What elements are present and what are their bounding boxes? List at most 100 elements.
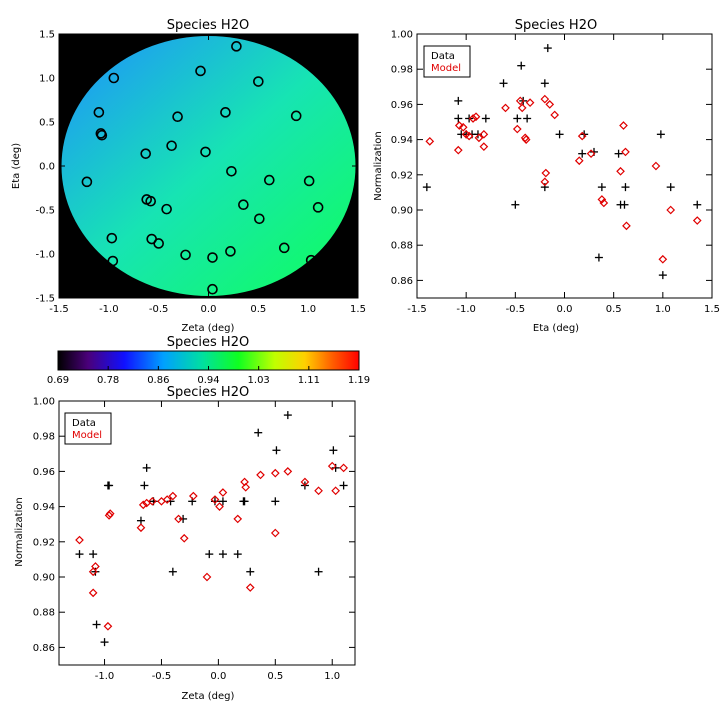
source-marker	[290, 110, 302, 122]
zeta-legend-model: Model	[72, 430, 102, 441]
heatmap-y-tick-label: -1.0	[35, 250, 55, 261]
model-point	[136, 523, 146, 533]
colorbar-tick-label: 0.86	[147, 375, 169, 386]
source-marker	[278, 242, 290, 254]
eta-scatter-y-tick-label: 0.90	[391, 206, 413, 217]
source-marker	[253, 76, 264, 87]
data-point	[620, 200, 629, 209]
data-point	[92, 620, 101, 629]
colorbar-ticks: 0.69 0.78 0.86 0.94 1.03 1.11 1.19	[47, 366, 370, 386]
data-point	[89, 550, 98, 559]
model-point	[138, 500, 148, 510]
eta-scatter-x-tick-label: 1.5	[704, 304, 720, 315]
data-point	[329, 446, 338, 455]
data-point	[597, 183, 606, 192]
data-point	[523, 114, 532, 123]
heatmap-y-tick-label: 1.5	[39, 30, 55, 41]
model-point	[148, 496, 157, 506]
zeta-scatter-legend: Data Model	[64, 412, 112, 445]
zeta-scatter-y-tick-label: 0.90	[33, 573, 55, 584]
model-point	[256, 470, 265, 480]
source-marker	[263, 174, 275, 186]
heatmap-field-disc	[61, 36, 356, 296]
eta-scatter-y-tick-label: 0.86	[391, 276, 413, 287]
model-point	[453, 145, 463, 155]
colorbar-tick-label: 1.19	[348, 375, 370, 386]
zeta-scatter-y-tick-label: 0.88	[33, 608, 55, 619]
model-point	[541, 168, 551, 178]
eta-legend-box	[423, 45, 471, 78]
source-marker	[180, 249, 191, 261]
data-point	[218, 497, 227, 506]
heatmap-y-tick-label: -1.5	[35, 294, 55, 305]
heatmap-y-tick-label: 0.5	[39, 118, 55, 129]
model-point	[517, 103, 527, 113]
data-point	[578, 149, 587, 158]
source-marker	[172, 111, 183, 123]
heatmap-x-tick-label: -1.0	[99, 304, 119, 315]
data-point	[614, 149, 623, 158]
model-point	[464, 131, 474, 141]
model-point	[210, 495, 220, 504]
zeta-legend-box	[64, 412, 112, 445]
heatmap-x-tick-label: 0.5	[250, 304, 266, 315]
heatmap-x-label: Zeta (deg)	[182, 323, 235, 334]
source-marker	[195, 65, 206, 77]
eta-scatter-title: Species H2O	[515, 18, 597, 33]
model-point	[339, 463, 348, 473]
model-point	[215, 502, 224, 511]
model-point	[241, 482, 251, 492]
colorbar-panel: Species H2O 0.69 0.78 0.86 0.94 1.03 1.11 1.19	[47, 335, 370, 386]
eta-scatter-y-tick-label: 0.98	[391, 65, 413, 76]
model-point	[454, 121, 464, 130]
model-point	[622, 221, 631, 231]
zeta-scatter-axes-frame	[58, 400, 356, 666]
model-point	[619, 121, 628, 130]
data-point	[205, 550, 214, 559]
model-point	[616, 166, 625, 176]
zeta-scatter-panel: Species H2O -1.0 -0.5 0.0 0.5 1.0 0.860.880.…	[14, 385, 356, 702]
zeta-scatter-y-label: Normalization	[14, 497, 25, 567]
data-point	[179, 514, 188, 523]
zeta-scatter-y-ticks: 0.86 0.88 0.90 0.92 0.94 0.96 0.98 1.00	[33, 397, 355, 654]
data-point	[339, 481, 348, 490]
colorbar-tick-label: 0.78	[97, 375, 119, 386]
source-marker	[303, 175, 315, 187]
eta-legend-data: Data	[431, 51, 455, 62]
model-point	[525, 98, 535, 107]
source-marker	[226, 165, 237, 177]
heatmap-x-ticks: -1.5 -1.0 -0.5 0.0 0.5 1.0 1.5	[49, 34, 366, 315]
model-point	[327, 461, 337, 471]
zeta-scatter-x-ticks: -1.0 -0.5 0.0 0.5 1.0	[95, 401, 340, 682]
colorbar-gradient	[58, 351, 359, 370]
model-point	[586, 149, 596, 159]
data-point	[331, 463, 340, 472]
eta-scatter-panel: Species H2O -1.5 -1.0 -0.5 0.0 0.5 1.0 1.5 0.8…	[373, 18, 720, 334]
source-marker	[107, 255, 119, 267]
source-marker	[312, 202, 324, 213]
model-point	[168, 491, 178, 501]
heatmap-y-label: Eta (deg)	[11, 143, 22, 189]
model-point	[515, 96, 525, 106]
source-marker	[81, 176, 93, 188]
model-point	[103, 621, 113, 631]
data-point	[555, 130, 564, 139]
eta-scatter-y-tick-label: 1.00	[391, 30, 413, 41]
model-point	[425, 137, 435, 146]
model-point	[501, 103, 510, 113]
zeta-scatter-points	[75, 411, 348, 647]
source-marker	[305, 254, 317, 266]
data-point	[272, 446, 281, 455]
colorbar-tick-label: 0.94	[197, 375, 219, 386]
eta-scatter-points	[422, 44, 702, 280]
eta-scatter-x-tick-label: 1.0	[655, 304, 671, 315]
eta-legend-model: Model	[431, 63, 461, 74]
zeta-scatter-x-tick-label: -0.5	[152, 671, 172, 682]
data-point	[454, 114, 463, 123]
eta-scatter-y-tick-label: 0.88	[391, 241, 413, 252]
data-point	[543, 44, 552, 53]
data-point	[100, 638, 109, 647]
data-point	[540, 183, 549, 192]
heatmap-x-tick-label: 1.5	[350, 304, 366, 315]
data-point	[283, 411, 292, 420]
